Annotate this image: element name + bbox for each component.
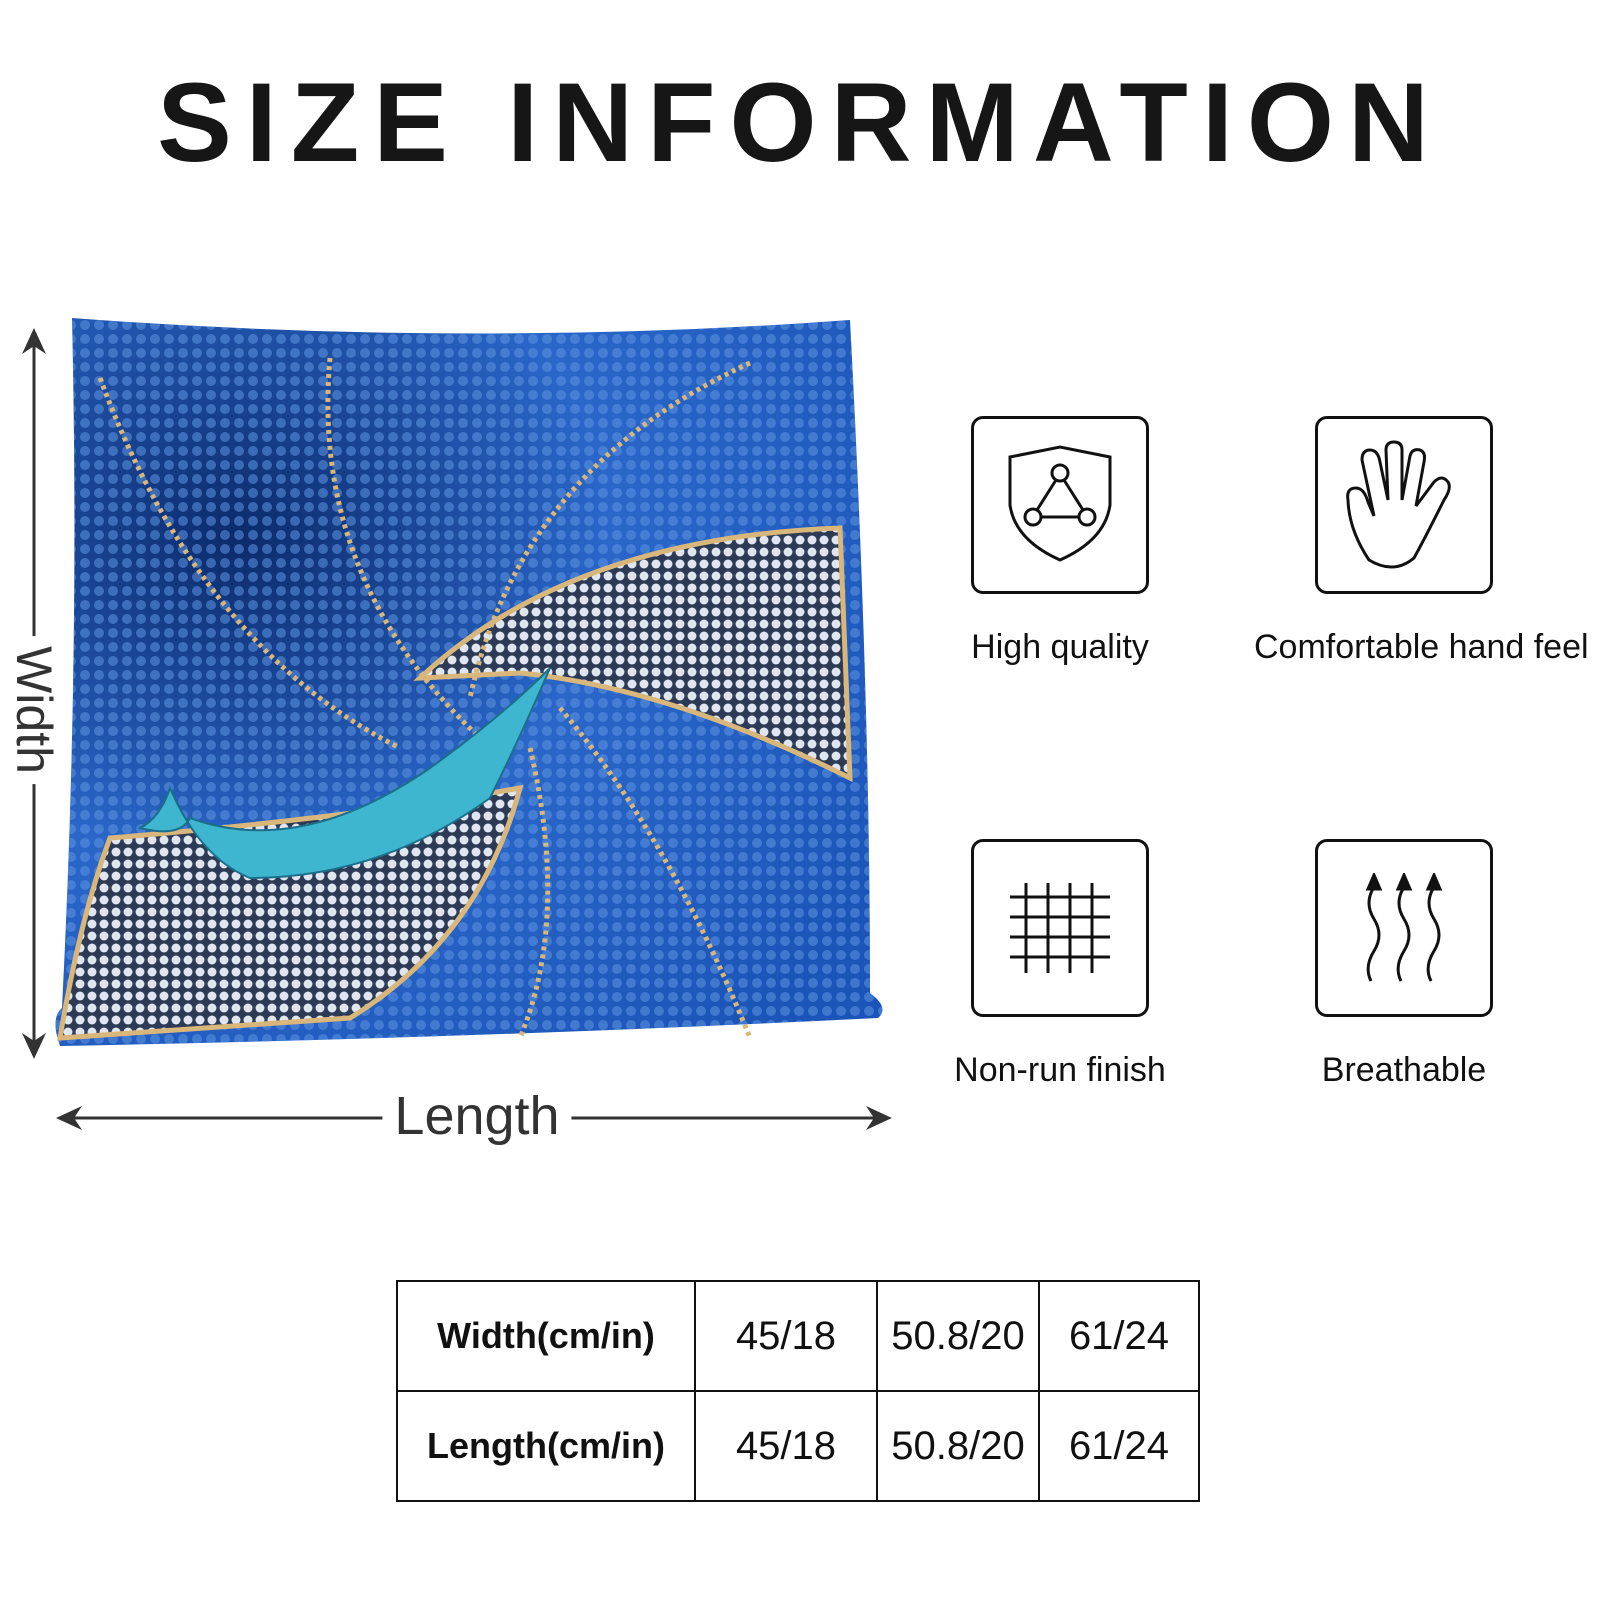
feature-high-quality: High quality: [910, 416, 1210, 667]
hand-icon: [1346, 440, 1451, 569]
feature-breathable: Breathable: [1254, 839, 1554, 1090]
table-cell: 61/24: [1038, 1390, 1200, 1502]
page-title: SIZE INFORMATION: [157, 60, 1443, 185]
table-cell: 61/24: [1038, 1280, 1200, 1392]
feature-label: Comfortable hand feel: [1254, 628, 1589, 666]
size-table: Width(cm/in) 45/18 50.8/20 61/24 Length(…: [396, 1280, 1200, 1502]
table-cell: 50.8/20: [876, 1280, 1040, 1392]
width-label: Width: [5, 636, 63, 784]
shield-icon: [1008, 445, 1112, 562]
feature-comfortable-hand-feel: Comfortable hand feel: [1254, 416, 1589, 667]
feature-label: High quality: [971, 628, 1149, 666]
length-label: Length: [382, 1085, 572, 1147]
feature-non-run-finish: Non-run finish: [910, 839, 1210, 1090]
table-row: Length(cm/in) 45/18 50.8/20 61/24: [396, 1390, 1200, 1502]
grid-icon: [1010, 883, 1110, 973]
table-cell: 45/18: [694, 1390, 878, 1502]
row-header: Width(cm/in): [396, 1280, 696, 1392]
feature-label: Breathable: [1321, 1051, 1487, 1089]
table-cell: 50.8/20: [876, 1390, 1040, 1502]
feature-label: Non-run finish: [954, 1051, 1166, 1089]
pillow-image: [55, 318, 883, 1046]
wavy-arrows-icon: [1365, 873, 1443, 982]
table-cell: 45/18: [694, 1280, 878, 1392]
row-header: Length(cm/in): [396, 1390, 696, 1502]
table-row: Width(cm/in) 45/18 50.8/20 61/24: [396, 1280, 1200, 1392]
